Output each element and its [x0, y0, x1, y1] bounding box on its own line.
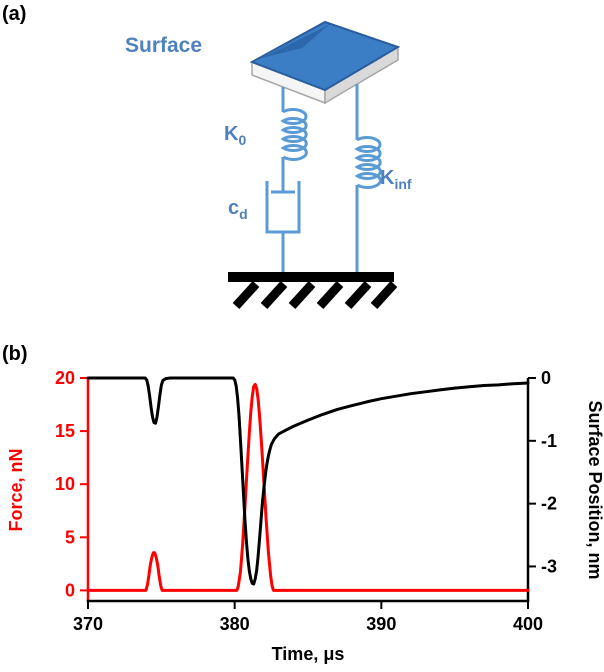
linkage	[265, 84, 382, 274]
spring-k0-label-base: K	[224, 123, 239, 145]
left-tick-label: 15	[55, 421, 75, 441]
panel-b-label: (b)	[2, 343, 28, 365]
block-top-face	[249, 20, 401, 92]
right-tick-label: 0	[541, 368, 551, 388]
force-position-chart: (b) Force, nN Surface Position, nm Time,…	[2, 343, 604, 664]
spring-k0-label-sub: 0	[238, 132, 246, 148]
right-tick-label: -2	[541, 494, 557, 514]
right-axis-title: Surface Position, nm	[585, 400, 604, 579]
panel-a-label: (a)	[2, 3, 26, 25]
right-tick-label: -3	[541, 556, 557, 576]
x-tick-label: 390	[366, 614, 396, 634]
left-tick-label: 20	[55, 368, 75, 388]
x-tick-label: 400	[513, 614, 543, 634]
spring-k0-label: K0	[224, 123, 246, 148]
ground-bar	[228, 272, 394, 282]
model-diagram: (a) Surface K0 cd	[2, 3, 412, 310]
spring-k0	[280, 107, 308, 161]
left-tick-label: 5	[65, 527, 75, 547]
spring-kinf-label: Kinf	[380, 167, 412, 192]
x-axis-title: Time, μs	[272, 644, 345, 664]
left-axis-title: Force, nN	[6, 448, 26, 531]
ground	[228, 272, 398, 310]
spring-kinf-label-sub: inf	[394, 176, 411, 192]
left-tick-label: 0	[65, 580, 75, 600]
series-surface-position	[86, 376, 530, 586]
x-tick-label: 370	[73, 614, 103, 634]
ground-hatching	[232, 280, 398, 310]
spring-kinf-label-base: K	[380, 167, 395, 189]
damper-cd-label-sub: d	[239, 206, 248, 222]
surface-label: Surface	[125, 34, 202, 57]
damper-cd-label: cd	[228, 197, 248, 222]
surface-block	[249, 20, 401, 105]
right-tick-label: -1	[541, 431, 557, 451]
block-top-shade	[262, 24, 330, 58]
damper-cd-label-base: c	[228, 197, 239, 219]
x-tick-label: 380	[220, 614, 250, 634]
left-tick-label: 10	[55, 474, 75, 494]
spring-kinf	[354, 135, 382, 189]
series-force	[86, 382, 530, 592]
